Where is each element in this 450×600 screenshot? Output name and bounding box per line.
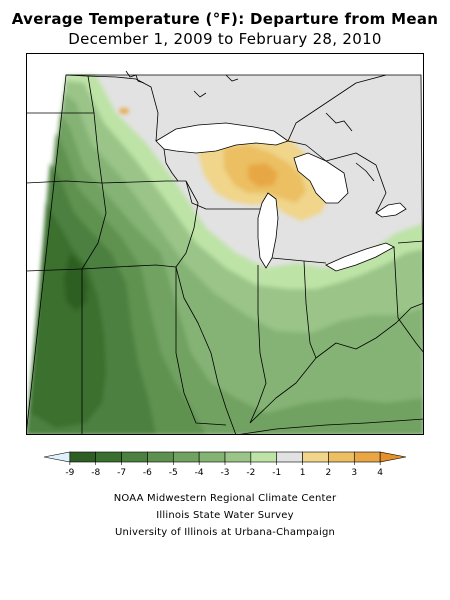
legend-swatch	[69, 451, 97, 463]
legend-label: -9	[65, 468, 74, 478]
legend-swatch	[95, 451, 122, 463]
warm-spot-minnesota	[119, 108, 129, 114]
legend-swatch	[224, 451, 252, 463]
lake-huron	[293, 152, 349, 204]
legend-label: -1	[272, 468, 281, 478]
legend-label: -2	[246, 468, 255, 478]
legend-label: -5	[169, 468, 178, 478]
legend-swatch	[353, 451, 381, 463]
lake-superior	[155, 122, 289, 154]
legend-swatch	[276, 451, 303, 463]
legend-swatch	[250, 451, 278, 463]
legend-label: 2	[326, 468, 332, 478]
credit-line-3: University of Illinois at Urbana-Champai…	[114, 527, 336, 538]
band-minus-7	[31, 203, 106, 428]
legend-label: 3	[351, 468, 357, 478]
region-outline	[26, 74, 424, 435]
legend-swatch	[198, 451, 226, 463]
legend-label: -7	[117, 468, 126, 478]
credit-line-2: Illinois State Water Survey	[156, 510, 294, 521]
legend-arrow-low	[43, 451, 71, 463]
temperature-departure-map	[26, 53, 424, 435]
legend-swatch	[302, 451, 329, 463]
legend-swatch	[172, 451, 200, 463]
coastline-details	[125, 70, 375, 182]
legend-swatch	[328, 451, 355, 463]
legend-label: -6	[143, 468, 152, 478]
map-title-line-2: December 1, 2009 to February 28, 2010	[68, 30, 382, 48]
map-title-line-1: Average Temperature (°F): Departure from…	[11, 10, 439, 28]
legend-swatch	[121, 451, 148, 463]
credit-line-1: NOAA Midwestern Regional Climate Center	[113, 493, 337, 504]
legend-arrow-high	[379, 451, 407, 463]
legend-label: 1	[300, 468, 306, 478]
legend-label: -8	[91, 468, 100, 478]
legend-label: -3	[221, 468, 230, 478]
legend-label: -4	[195, 468, 204, 478]
band-plus-3	[248, 163, 278, 187]
state-boundaries	[26, 74, 424, 435]
legend-label: 4	[377, 468, 383, 478]
color-legend: -9 -8 -7 -6 -5 -4 -3 -2 -1 1 2 3 4	[43, 451, 407, 478]
lake-ontario	[375, 202, 407, 218]
legend-swatch	[147, 451, 174, 463]
